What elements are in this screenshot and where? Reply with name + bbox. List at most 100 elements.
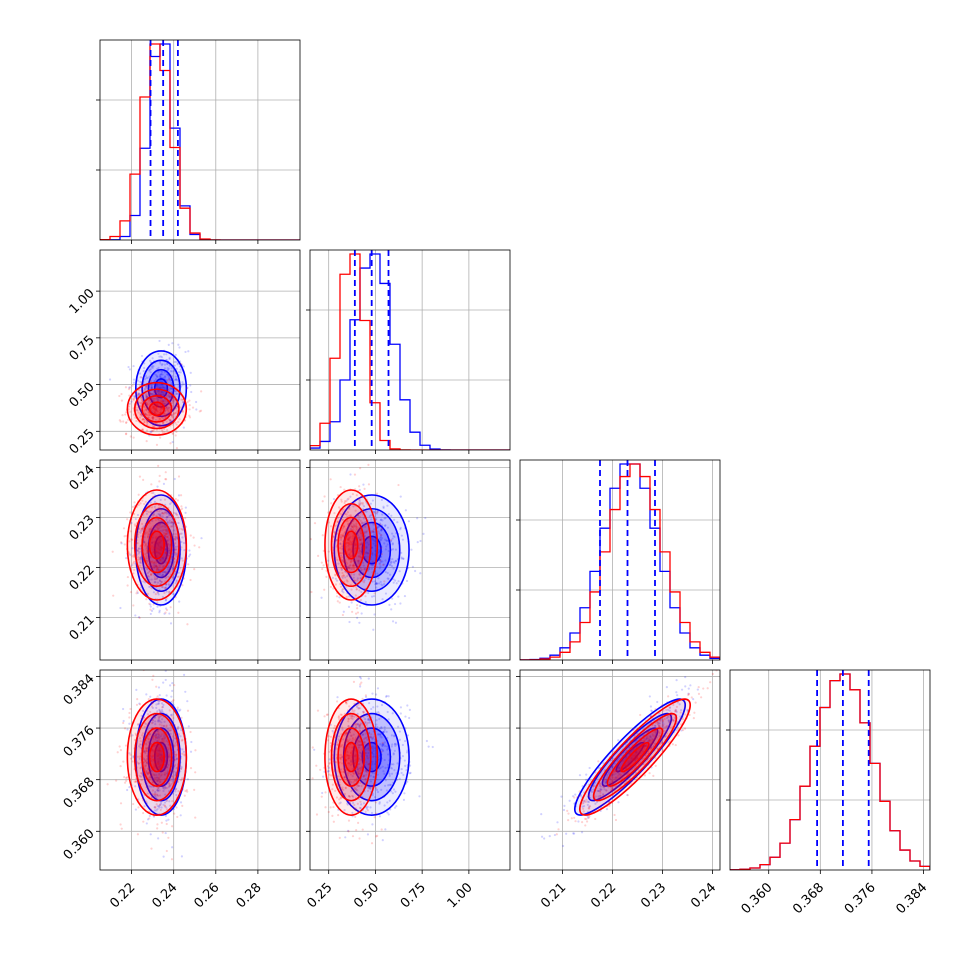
scatter-point-red — [145, 395, 148, 398]
scatter-point-red — [128, 552, 131, 555]
scatter-point-blue — [357, 560, 360, 563]
scatter-point-red — [186, 400, 189, 404]
scatter-point-red — [152, 524, 155, 528]
scatter-point-red — [363, 487, 366, 490]
scatter-point-blue — [372, 595, 376, 598]
scatter-point-blue — [375, 582, 378, 585]
scatter-point-red — [129, 511, 132, 514]
scatter-point-blue — [327, 559, 330, 562]
scatter-point-red — [348, 507, 351, 511]
scatter-point-blue — [179, 368, 182, 371]
scatter-point-red — [188, 414, 191, 417]
scatter-point-blue — [151, 541, 154, 545]
scatter-point-blue — [156, 719, 160, 722]
scatter-point-red — [120, 392, 123, 396]
scatter-point-blue — [158, 766, 161, 769]
scatter-point-blue — [161, 573, 164, 576]
scatter-point-red — [137, 503, 140, 507]
scatter-point-blue — [376, 572, 379, 575]
y-tick-label: 0.22 — [67, 563, 98, 594]
scatter-point-red — [163, 525, 166, 528]
scatter-point-blue — [169, 502, 172, 505]
scatter-point-red — [327, 521, 331, 524]
scatter-point-blue — [160, 710, 163, 713]
contour-red — [133, 388, 180, 430]
scatter-point-red — [348, 514, 351, 517]
scatter-point-red — [142, 418, 145, 421]
scatter-point-blue — [342, 610, 345, 613]
scatter-point-red — [315, 813, 319, 816]
scatter-point-blue — [156, 740, 159, 743]
scatter-point-blue — [180, 855, 184, 858]
scatter-point-red — [179, 567, 182, 570]
scatter-point-red — [325, 575, 328, 578]
scatter-point-red — [133, 501, 136, 504]
scatter-point-blue — [165, 515, 169, 519]
scatter-point-red — [344, 561, 348, 564]
scatter-point-red — [157, 522, 161, 525]
scatter-point-blue — [399, 495, 402, 498]
y-tick-label: 0.23 — [67, 513, 98, 544]
scatter-point-blue — [303, 799, 305, 801]
scatter-point-red — [193, 568, 196, 571]
scatter-point-blue — [152, 545, 155, 549]
scatter-point-blue — [150, 386, 153, 389]
scatter-point-blue — [161, 362, 164, 366]
scatter-point-blue — [384, 548, 387, 551]
scatter-point-red — [164, 761, 167, 764]
scatter-point-blue — [143, 366, 146, 370]
scatter-point-red — [159, 564, 162, 567]
scatter-point-blue — [173, 364, 176, 367]
scatter-point-red — [161, 547, 164, 550]
scatter-point-blue — [405, 579, 409, 583]
scatter-point-blue — [156, 591, 160, 594]
scatter-point-blue — [384, 524, 387, 527]
scatter-point-red — [149, 573, 153, 576]
scatter-point-blue — [367, 591, 370, 595]
scatter-point-red — [332, 805, 335, 809]
scatter-point-blue — [347, 605, 351, 609]
scatter-point-blue — [160, 806, 163, 809]
scatter-point-blue — [335, 579, 339, 582]
scatter-point-red — [182, 574, 185, 577]
scatter-point-red — [370, 552, 374, 555]
scatter-point-red — [168, 418, 171, 421]
scatter-point-red — [155, 514, 158, 517]
scatter-point-red — [153, 551, 156, 554]
scatter-point-red — [174, 421, 177, 424]
scatter-point-blue — [159, 362, 162, 365]
scatter-point-red — [140, 376, 143, 379]
scatter-point-red — [139, 402, 143, 405]
scatter-point-blue — [152, 749, 155, 752]
scatter-point-red — [373, 592, 376, 595]
scatter-point-red — [366, 530, 369, 533]
scatter-point-blue — [166, 539, 169, 542]
scatter-point-blue — [138, 550, 141, 554]
scatter-point-red — [150, 847, 153, 850]
scatter-point-red — [152, 551, 156, 554]
scatter-point-blue — [398, 570, 401, 573]
scatter-point-blue — [177, 343, 180, 346]
scatter-point-blue — [156, 402, 159, 405]
scatter-point-red — [156, 827, 159, 830]
scatter-point-red — [389, 538, 392, 542]
scatter-point-red — [168, 378, 171, 381]
scatter-point-red — [145, 743, 148, 746]
scatter-point-red — [143, 412, 146, 415]
scatter-point-red — [354, 524, 358, 527]
scatter-point-blue — [338, 571, 341, 575]
scatter-point-blue — [154, 720, 157, 723]
scatter-point-blue — [171, 567, 174, 570]
scatter-point-red — [350, 520, 353, 523]
scatter-point-blue — [166, 362, 169, 365]
scatter-point-red — [171, 432, 174, 436]
scatter-point-blue — [156, 581, 160, 584]
scatter-point-red — [157, 391, 160, 394]
scatter-point-red — [137, 806, 140, 809]
scatter-point-blue — [159, 545, 162, 548]
scatter-point-blue — [158, 804, 161, 807]
scatter-point-blue — [184, 511, 187, 514]
scatter-point-red — [181, 584, 184, 587]
scatter-point-red — [158, 391, 161, 394]
scatter-point-red — [119, 823, 122, 826]
